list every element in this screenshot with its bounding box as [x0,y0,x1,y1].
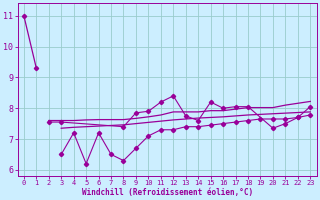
X-axis label: Windchill (Refroidissement éolien,°C): Windchill (Refroidissement éolien,°C) [82,188,253,197]
